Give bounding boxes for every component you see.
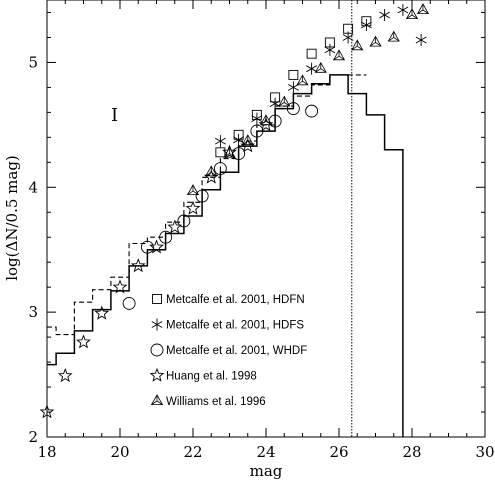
data-point-star6: [306, 62, 318, 75]
legend-label: Metcalfe et al. 2001, WHDF: [166, 345, 307, 357]
data-point-star5: [112, 279, 128, 294]
data-point-triangle: [296, 74, 309, 86]
data-point-circle: [286, 102, 300, 116]
data-point-star6: [251, 112, 263, 125]
legend-marker-circle: [150, 343, 164, 357]
data-point-star5: [222, 144, 237, 159]
y-tick-label: 4: [28, 178, 38, 196]
x-axis-title: mag: [250, 462, 283, 480]
data-point-triangle: [369, 35, 382, 47]
axis-tick-labels: 18 20 22 24 26 28 30 2 3 4 5: [28, 53, 494, 461]
y-axis-title: log(ΔN/0.5 mag): [3, 155, 21, 281]
data-point-circle: [213, 162, 227, 176]
data-point-circle: [159, 230, 173, 244]
y-tick-label: 3: [28, 303, 38, 321]
y-tick-label: 2: [28, 428, 38, 446]
data-point-triangle: [351, 39, 364, 51]
legend-marker-star6: [151, 318, 163, 331]
data-point-star5: [149, 239, 164, 254]
legend-marker-star5: [149, 367, 165, 382]
x-tick-label: 22: [183, 443, 202, 461]
data-point-star5: [76, 334, 91, 349]
data-point-square: [215, 147, 226, 158]
x-tick-label: 30: [475, 443, 494, 461]
data-point-square: [306, 48, 317, 59]
data-point-star5: [39, 404, 55, 419]
model-histograms: [47, 74, 404, 437]
data-point-triangle: [387, 30, 400, 42]
x-tick-label: 26: [329, 443, 348, 461]
data-point-triangle: [241, 134, 254, 146]
legend-marker-triangle: [150, 394, 164, 406]
data-point-square: [288, 69, 299, 80]
legend-label: Huang et al. 1998: [166, 371, 257, 383]
plot-frame: [46, 0, 486, 438]
axis-ticks: [46, 0, 486, 438]
x-tick-label: 28: [402, 443, 421, 461]
band-label: I: [111, 105, 118, 126]
data-point-star6: [324, 43, 336, 56]
data-point-star5: [57, 368, 73, 383]
legend-label: Metcalfe et al. 2001, HDFS: [166, 320, 304, 332]
y-tick-label: 5: [28, 53, 38, 71]
data-point-circle: [250, 124, 264, 138]
model-dashed-line: [47, 74, 367, 336]
data-point-star5: [130, 258, 146, 273]
data-point-triangle: [223, 146, 236, 158]
data-point-triangle: [405, 8, 419, 20]
data-point-triangle: [416, 3, 430, 15]
data-point-star6: [287, 81, 299, 94]
data-point-triangle: [278, 95, 291, 107]
x-tick-label: 20: [110, 443, 129, 461]
data-point-circle: [122, 296, 136, 310]
data-point-star5: [167, 219, 183, 234]
data-point-triangle: [205, 165, 218, 177]
data-point-star6: [269, 97, 281, 110]
data-point-triangle: [186, 184, 200, 196]
data-point-star6: [233, 133, 245, 146]
data-point-circle: [177, 214, 191, 228]
legend-label: Metcalfe et al. 2001, HDFN: [166, 294, 305, 306]
data-point-star5: [94, 305, 110, 320]
data-points: [39, 3, 430, 419]
data-point-star6: [397, 4, 409, 16]
data-point-star6: [360, 19, 372, 31]
x-tick-label: 18: [37, 443, 56, 461]
data-point-star5: [185, 200, 201, 215]
legend: Metcalfe et al. 2001, HDFN Metcalfe et al…: [149, 294, 307, 408]
legend-marker-square: [152, 294, 162, 304]
data-point-triangle: [332, 49, 346, 61]
data-point-circle: [305, 104, 319, 118]
data-point-triangle: [314, 61, 327, 73]
legend-label: Williams et al. 1996: [166, 396, 266, 408]
data-point-star6: [214, 135, 226, 148]
data-point-triangle: [259, 114, 273, 126]
data-point-star6: [415, 34, 427, 46]
data-point-circle: [195, 189, 209, 203]
model-solid-line: [47, 74, 404, 437]
x-tick-label: 24: [256, 443, 275, 461]
data-point-star6: [379, 9, 391, 21]
